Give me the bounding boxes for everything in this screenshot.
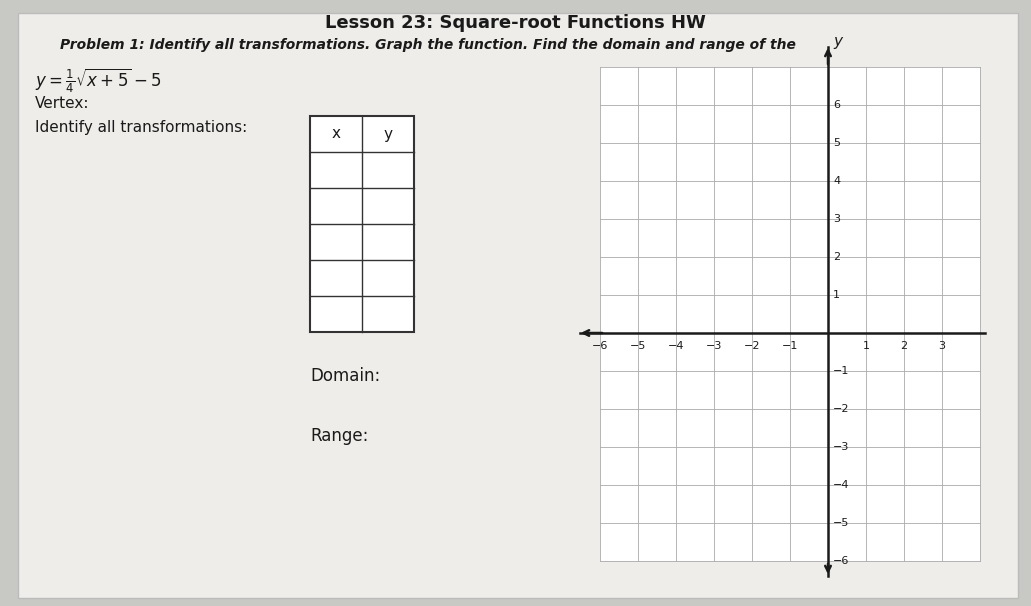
Text: 3: 3 bbox=[938, 341, 945, 351]
Text: −3: −3 bbox=[833, 442, 850, 452]
Text: 4: 4 bbox=[833, 176, 840, 186]
Text: −1: −1 bbox=[781, 341, 798, 351]
Bar bbox=[600, 67, 980, 561]
Text: −6: −6 bbox=[833, 556, 850, 566]
Text: −5: −5 bbox=[833, 518, 850, 528]
Text: −1: −1 bbox=[833, 366, 850, 376]
Text: Lesson 23: Square-root Functions HW: Lesson 23: Square-root Functions HW bbox=[325, 14, 705, 32]
Text: −4: −4 bbox=[668, 341, 685, 351]
Text: 2: 2 bbox=[900, 341, 907, 351]
Text: −5: −5 bbox=[630, 341, 646, 351]
Text: 3: 3 bbox=[833, 214, 840, 224]
Text: Range:: Range: bbox=[310, 427, 368, 445]
Text: Domain:: Domain: bbox=[310, 367, 380, 385]
Text: Problem 1: Identify all transformations. Graph the function. Find the domain and: Problem 1: Identify all transformations.… bbox=[60, 38, 796, 52]
Text: x: x bbox=[332, 127, 340, 141]
Text: −4: −4 bbox=[833, 480, 850, 490]
Text: $y = \frac{1}{4}\sqrt{x+5} - 5$: $y = \frac{1}{4}\sqrt{x+5} - 5$ bbox=[35, 66, 161, 95]
Text: −3: −3 bbox=[706, 341, 722, 351]
Bar bbox=[310, 116, 414, 332]
Text: −2: −2 bbox=[833, 404, 850, 414]
Text: y: y bbox=[833, 34, 842, 49]
Text: y: y bbox=[384, 127, 393, 141]
Text: Identify all transformations:: Identify all transformations: bbox=[35, 120, 247, 135]
Text: 1: 1 bbox=[833, 290, 840, 300]
Text: 5: 5 bbox=[833, 138, 840, 148]
Text: −6: −6 bbox=[592, 341, 608, 351]
Text: 2: 2 bbox=[833, 252, 840, 262]
Text: 1: 1 bbox=[863, 341, 869, 351]
Text: Vertex:: Vertex: bbox=[35, 96, 90, 111]
Text: −2: −2 bbox=[743, 341, 760, 351]
Text: 6: 6 bbox=[833, 100, 840, 110]
